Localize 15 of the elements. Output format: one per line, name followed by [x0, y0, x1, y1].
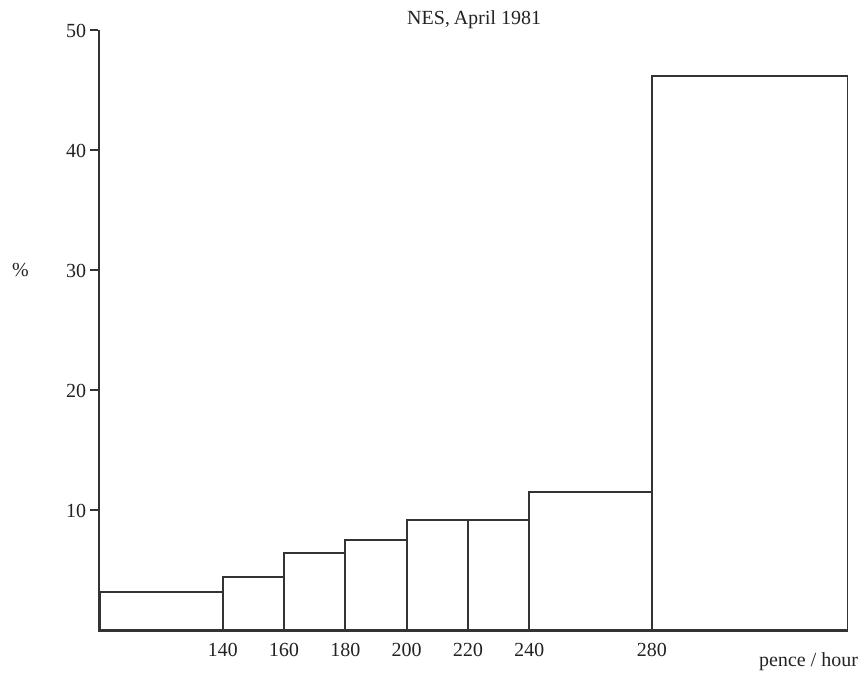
- x-tick-label: 280: [636, 639, 667, 661]
- y-tick-label: 20: [66, 380, 86, 402]
- x-tick-label: 180: [330, 639, 360, 661]
- x-tick-label: 220: [452, 639, 483, 661]
- y-tick-label: 10: [66, 500, 86, 522]
- x-tick-label: 200: [392, 639, 422, 661]
- x-tick-label: 140: [208, 639, 238, 661]
- x-tick-label: 160: [268, 639, 299, 661]
- y-tick-label: 50: [66, 20, 86, 42]
- y-tick-label: 40: [66, 140, 86, 162]
- chart-title: NES, April 1981: [407, 7, 541, 30]
- y-axis-title: %: [12, 259, 29, 281]
- x-tick-label: 240: [514, 639, 544, 661]
- x-axis-title: pence / hour: [759, 649, 858, 671]
- y-tick-label: 30: [66, 260, 86, 282]
